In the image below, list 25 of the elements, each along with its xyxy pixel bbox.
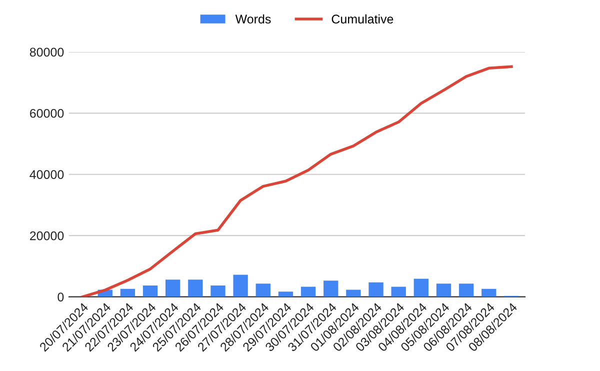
bar: [256, 284, 270, 297]
line-series: [81, 65, 513, 297]
bar: [346, 290, 361, 297]
bar: [324, 280, 338, 297]
bar: [458, 284, 474, 297]
bar: [278, 292, 294, 297]
y-tick-label: 20000: [30, 231, 64, 240]
bar: [142, 285, 158, 297]
bar: [120, 288, 136, 297]
legend-label: Words: [235, 14, 271, 24]
legend-label: Cumulative: [332, 14, 394, 24]
y-tick-label: 80000: [30, 48, 64, 57]
y-tick-label: 40000: [30, 170, 64, 180]
bar: [233, 274, 248, 297]
bar: [166, 280, 180, 297]
bar: [368, 282, 384, 297]
bar: [210, 285, 226, 297]
bar: [482, 288, 496, 297]
bar: [188, 280, 203, 297]
bar: [414, 278, 428, 297]
bar: [300, 286, 316, 297]
bar: [391, 286, 406, 297]
bar: [436, 284, 452, 297]
y-tick-label: 60000: [30, 108, 64, 118]
y-tick-label: 0: [58, 292, 64, 302]
